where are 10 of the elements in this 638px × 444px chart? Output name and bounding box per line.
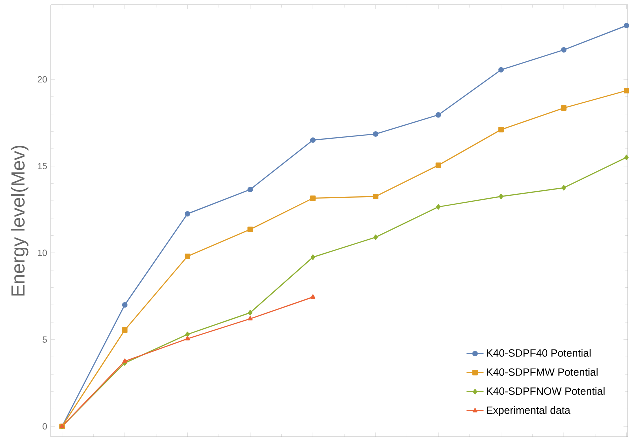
legend-label: K40-SDPF40 Potential [487, 349, 591, 358]
y-tick-label: 15 [38, 163, 48, 170]
legend-label: K40-SDPFNOW Potential [487, 387, 605, 396]
y-tick-label: 5 [42, 336, 48, 344]
legend-label: K40-SDPFMW Potential [487, 368, 598, 376]
legend-label: Experimental data [487, 406, 571, 416]
y-tick-label: 20 [38, 76, 48, 83]
y-tick-label: 10 [38, 250, 48, 256]
y-axis-title: Energy level(Mev) [11, 146, 29, 296]
y-tick-label: 0 [42, 423, 48, 430]
